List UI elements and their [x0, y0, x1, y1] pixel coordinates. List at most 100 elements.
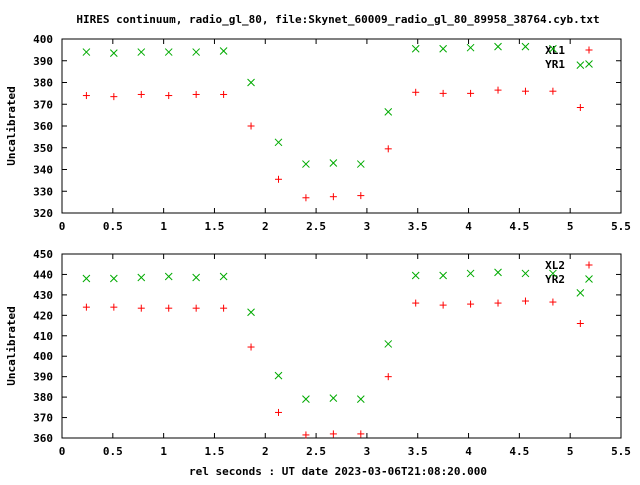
y-tick-label: 330	[33, 185, 53, 198]
data-point	[412, 299, 420, 307]
x-tick-label: 3.5	[408, 445, 428, 458]
data-point	[412, 88, 420, 96]
data-point	[356, 160, 365, 168]
chart-title: HIRES continuum, radio_gl_80, file:Skyne…	[76, 13, 599, 26]
x-tick-label: 1.5	[205, 445, 225, 458]
data-point	[549, 44, 557, 53]
data-point	[82, 303, 90, 311]
data-point	[247, 308, 255, 317]
legend-marker	[585, 60, 593, 68]
x-tick-label: 3.5	[408, 220, 428, 233]
data-point	[192, 304, 200, 312]
data-point	[384, 145, 392, 153]
data-point	[82, 274, 91, 283]
x-tick-label: 0	[59, 445, 66, 458]
x-tick-label: 0.5	[103, 220, 123, 233]
y-tick-label: 390	[33, 371, 53, 384]
data-point	[247, 343, 255, 351]
data-point	[357, 192, 365, 200]
data-point	[411, 271, 420, 280]
y-tick-label: 400	[33, 33, 53, 46]
data-point	[439, 44, 447, 53]
data-point	[521, 87, 529, 95]
y-tick-label: 390	[33, 55, 53, 68]
x-tick-label: 4.5	[509, 445, 529, 458]
plot-frame	[61, 38, 622, 214]
y-axis-label: Uncalibrated	[5, 86, 18, 165]
data-point	[164, 48, 173, 56]
data-point	[329, 430, 337, 438]
data-point	[274, 408, 282, 416]
y-tick-label: 430	[33, 289, 53, 302]
y-tick-label: 410	[33, 330, 53, 343]
y-tick-label: 420	[33, 309, 53, 322]
data-point	[220, 304, 228, 312]
legend-marker	[585, 261, 593, 269]
x-tick-label: 2	[262, 445, 269, 458]
data-point	[411, 44, 420, 53]
data-point	[384, 340, 393, 348]
data-point	[576, 104, 584, 112]
x-tick-label: 2	[262, 220, 269, 233]
y-tick-label: 380	[33, 391, 53, 404]
data-point	[466, 269, 475, 278]
data-point	[576, 320, 584, 328]
x-tick-label: 5	[567, 220, 574, 233]
y-tick-label: 340	[33, 164, 53, 177]
data-point	[329, 394, 338, 402]
x-tick-label: 3	[364, 445, 371, 458]
data-point	[220, 90, 228, 98]
data-point	[82, 48, 91, 56]
x-tick-label: 0	[59, 220, 66, 233]
data-point	[521, 269, 530, 278]
data-point	[82, 92, 90, 100]
y-tick-label: 450	[33, 248, 53, 261]
data-point	[109, 274, 118, 283]
x-tick-label: 1.5	[205, 220, 225, 233]
data-point	[219, 272, 228, 281]
data-point	[576, 61, 585, 69]
y-tick-label: 380	[33, 77, 53, 90]
data-point	[467, 300, 475, 308]
x-tick-label: 0.5	[103, 445, 123, 458]
data-point	[521, 42, 530, 51]
y-tick-label: 320	[33, 207, 53, 220]
data-point	[192, 90, 200, 98]
data-point	[302, 194, 310, 202]
y-tick-label: 370	[33, 98, 53, 111]
y-tick-label: 350	[33, 142, 53, 155]
y-tick-label: 360	[33, 432, 53, 445]
data-point	[192, 48, 201, 56]
data-point	[137, 48, 146, 56]
data-point	[302, 160, 310, 168]
data-point	[109, 49, 118, 57]
x-tick-label: 4	[465, 445, 472, 458]
data-point	[439, 89, 447, 97]
data-point	[549, 269, 557, 278]
x-tick-label: 2.5	[306, 445, 326, 458]
x-tick-label: 4.5	[509, 220, 529, 233]
data-point	[137, 304, 145, 312]
x-tick-label: 1	[160, 445, 167, 458]
x-tick-label: 5.5	[611, 445, 631, 458]
x-tick-label: 3	[364, 220, 371, 233]
data-point	[302, 395, 310, 404]
data-point	[192, 273, 201, 282]
x-tick-label: 2.5	[306, 220, 326, 233]
data-point	[137, 273, 146, 282]
data-point	[110, 93, 118, 101]
data-point	[576, 288, 585, 297]
data-point	[165, 304, 173, 312]
legend-marker	[585, 275, 593, 283]
plot-frame	[61, 253, 622, 439]
data-point	[329, 193, 337, 201]
x-tick-label: 5.5	[611, 220, 631, 233]
data-point	[165, 92, 173, 100]
data-point	[521, 297, 529, 305]
y-tick-label: 400	[33, 350, 53, 363]
data-point	[549, 87, 557, 95]
data-point	[357, 430, 365, 438]
data-point	[247, 122, 255, 130]
